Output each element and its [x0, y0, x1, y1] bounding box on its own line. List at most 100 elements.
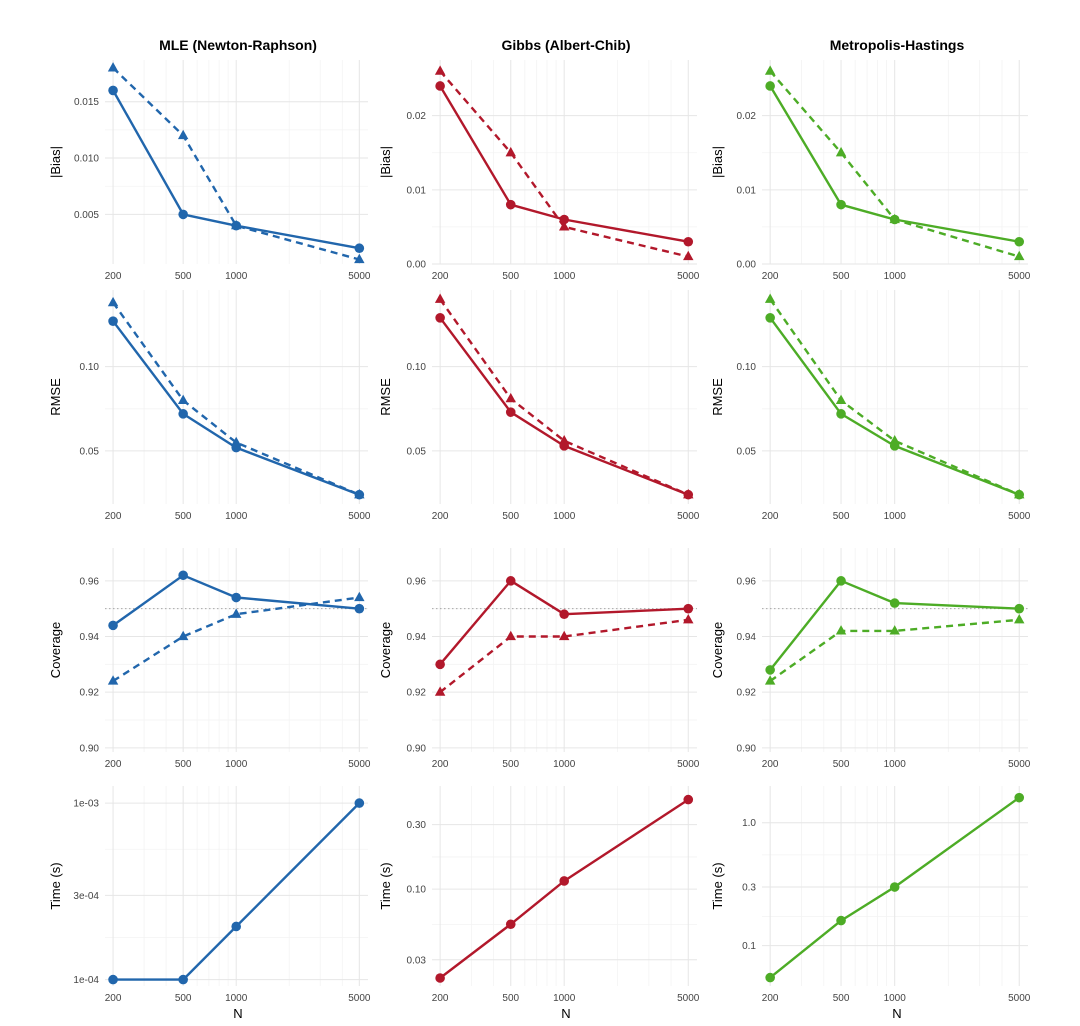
x-tick-label: 1000: [553, 511, 576, 522]
y-tick-label: 0.96: [80, 576, 100, 587]
y-tick-label: 1e-04: [73, 975, 99, 986]
column-title-gibbs: Gibbs (Albert-Chib): [501, 37, 630, 53]
panel-time-mh: 200 500 1000 5000 0.1 0.3 1.0 Time (s): [710, 786, 1031, 1004]
y-tick-label: 0.96: [737, 576, 757, 587]
triangle-marker: [107, 62, 119, 72]
y-axis-label: |Bias|: [710, 146, 725, 178]
y-tick-label: 0.94: [737, 632, 757, 643]
y-tick-label: 0.10: [407, 885, 427, 896]
circle-marker: [231, 592, 241, 603]
x-tick-label: 500: [833, 511, 850, 522]
circle-marker: [435, 81, 445, 91]
triangle-marker: [1014, 250, 1025, 261]
column-title-mh: Metropolis-Hastings: [830, 37, 965, 53]
y-tick-label: 0.92: [407, 688, 427, 699]
series-line-solid: [439, 317, 689, 496]
panel-rmse-mle: 200 500 1000 5000 0.05 0.10 RMSE: [48, 290, 371, 522]
y-tick-label: 0.10: [80, 362, 100, 373]
y-tick-label: 0.010: [74, 154, 99, 165]
x-tick-label: 5000: [348, 511, 371, 522]
circle-marker: [231, 442, 241, 453]
x-tick-label: 1000: [553, 759, 576, 770]
triangle-marker: [505, 392, 516, 403]
circle-marker: [765, 313, 775, 323]
circle-marker: [559, 441, 569, 451]
panel-time-gibbs: 200 500 1000 5000 0.03 0.10 0.30 Time (s): [378, 786, 700, 1004]
circle-marker: [178, 570, 188, 581]
panel-rmse-gibbs: 200 500 1000 5000 0.05 0.10 RMSE: [378, 290, 700, 522]
series-line-solid: [439, 579, 689, 666]
series-line-solid: [439, 798, 689, 979]
series-line-solid: [112, 89, 360, 250]
series-line-dashed: [112, 67, 360, 261]
x-tick-label: 200: [762, 759, 779, 770]
x-tick-label: 500: [175, 511, 192, 522]
series-line-solid: [113, 802, 361, 981]
x-axis-label-mh: N: [892, 1006, 901, 1021]
triangle-marker: [177, 394, 189, 404]
circle-marker: [354, 603, 365, 614]
x-tick-label: 500: [175, 993, 192, 1004]
circle-marker: [108, 620, 118, 631]
x-tick-label: 500: [502, 511, 519, 522]
circle-marker: [1014, 489, 1025, 500]
y-tick-label: 0.05: [737, 446, 757, 457]
circle-marker: [108, 85, 118, 96]
circle-marker: [683, 603, 694, 614]
circle-marker: [178, 209, 188, 220]
circle-marker: [1014, 603, 1025, 614]
triangle-marker: [505, 146, 516, 157]
circle-marker: [683, 236, 694, 247]
y-tick-label: 0.005: [74, 210, 99, 221]
x-tick-label: 5000: [677, 511, 700, 522]
x-tick-label: 500: [502, 759, 519, 770]
y-axis-label: Time (s): [710, 862, 725, 909]
y-tick-label: 0.10: [407, 362, 427, 373]
panel-coverage-mh: 200 500 1000 5000 0.90 0.92 0.94 0.96 Coverage: [710, 548, 1031, 770]
triangle-marker: [434, 686, 446, 696]
x-tick-label: 200: [762, 511, 779, 522]
circle-marker: [178, 409, 188, 419]
x-tick-label: 5000: [677, 993, 700, 1004]
circle-marker: [1014, 236, 1025, 247]
circle-marker: [683, 489, 694, 500]
circle-marker: [765, 972, 775, 983]
panel-coverage-mle: 200 500 1000 5000 0.90 0.92 0.94 0.96 Coverage: [48, 548, 371, 770]
triangle-marker: [889, 625, 900, 635]
x-tick-label: 200: [762, 993, 779, 1004]
y-tick-label: 0.015: [74, 97, 99, 108]
x-tick-label: 5000: [1008, 271, 1031, 282]
x-tick-label: 5000: [348, 759, 371, 770]
y-tick-label: 1e-03: [73, 799, 99, 810]
x-tick-label: 5000: [1008, 993, 1031, 1004]
y-axis-label: Time (s): [378, 862, 393, 909]
circle-marker: [435, 313, 445, 323]
x-axis-label-mle: N: [233, 1006, 242, 1021]
circle-marker: [435, 659, 445, 670]
triangle-marker: [835, 394, 847, 404]
triangle-marker: [505, 630, 516, 641]
column-title-mle: MLE (Newton-Raphson): [159, 37, 317, 53]
panel-grid: 200 500 1000 5000 0.005 0.010 0.015 |Bias| 200 50…: [48, 60, 1031, 1004]
series-line-dashed: [769, 618, 1020, 682]
x-tick-label: 1000: [884, 993, 907, 1004]
x-tick-label: 500: [833, 271, 850, 282]
circle-marker: [231, 220, 241, 231]
x-tick-label: 500: [833, 759, 850, 770]
y-axis-label: Coverage: [710, 622, 725, 678]
panel-bias-mh: 200 500 1000 5000 0.00 0.01 0.02 |Bias|: [710, 60, 1031, 282]
y-tick-label: 0.03: [407, 955, 427, 966]
x-axis-label-gibbs: N: [561, 1006, 570, 1021]
circle-marker: [889, 882, 900, 892]
triangle-marker: [107, 296, 119, 307]
y-tick-label: 1.0: [742, 818, 756, 829]
circle-marker: [435, 973, 445, 983]
circle-marker: [683, 794, 694, 805]
y-tick-label: 0.01: [737, 185, 757, 196]
triangle-marker: [177, 129, 189, 140]
triangle-marker: [1014, 614, 1025, 624]
circle-marker: [559, 214, 569, 225]
circle-marker: [889, 214, 900, 225]
y-tick-label: 0.05: [80, 446, 100, 457]
